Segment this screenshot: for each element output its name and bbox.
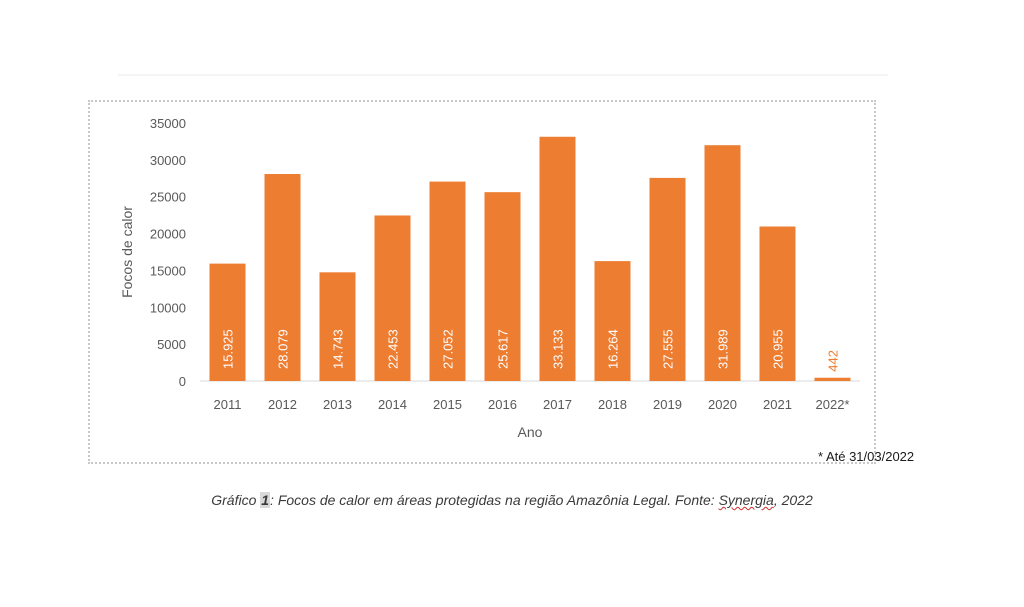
y-tick-label: 5000 [157, 337, 186, 352]
y-tick-label: 20000 [150, 227, 186, 242]
figure-caption: Gráfico 1: Focos de calor em áreas prote… [0, 492, 1024, 508]
data-label: 14.743 [331, 329, 346, 369]
caption-source: Synergia [718, 492, 774, 508]
data-label: 25.617 [496, 329, 511, 369]
y-tick-label: 30000 [150, 153, 186, 168]
x-tick-label: 2018 [598, 397, 627, 412]
bar-2017 [539, 136, 576, 381]
caption-prefix: Gráfico [211, 492, 261, 508]
bar-2019 [649, 177, 686, 381]
bar-2012 [264, 174, 301, 381]
y-tick-label: 10000 [150, 300, 186, 315]
x-tick-label: 2022* [816, 397, 850, 412]
y-tick-label: 0 [179, 374, 186, 389]
x-tick-label: 2012 [268, 397, 297, 412]
bar-2022 [814, 377, 851, 381]
x-tick-label: 2011 [214, 397, 242, 412]
data-label: 33.133 [551, 329, 566, 369]
x-tick-label: 2019 [653, 397, 682, 412]
x-tick-label: 2016 [488, 397, 517, 412]
x-tick-label: 2014 [378, 397, 407, 412]
chart-footnote: * Até 31/03/2022 [818, 449, 915, 464]
data-label: 22.453 [386, 329, 401, 369]
bar-chart: 0 5000 10000 15000 20000 25000 30000 35000 15.92… [119, 116, 860, 440]
chart-frame: 0 5000 10000 15000 20000 25000 30000 35000 15.92… [88, 100, 876, 464]
bar-2013 [319, 272, 356, 381]
bar-2011 [209, 263, 246, 381]
bar-2015 [429, 181, 466, 381]
bar-2016 [484, 192, 521, 381]
bar-2018 [594, 261, 631, 381]
x-tick-label: 2017 [543, 397, 572, 412]
data-label: 442 [826, 350, 841, 372]
caption-middle: : Focos de calor em áreas protegidas na … [270, 492, 719, 508]
x-tick-label: 2015 [433, 397, 462, 412]
data-label: 15.925 [221, 329, 236, 369]
y-tick-label: 35000 [150, 116, 186, 131]
data-label: 27.555 [661, 329, 676, 369]
y-axis-title: Focos de calor [119, 206, 135, 298]
data-label: 27.052 [441, 329, 456, 369]
data-label: 31.989 [716, 329, 731, 369]
x-tick-label: 2021 [763, 397, 792, 412]
x-tick-label: 2013 [323, 397, 352, 412]
bar-2020 [704, 145, 741, 381]
bar-2021 [759, 226, 796, 381]
y-tick-label: 25000 [150, 190, 186, 205]
y-tick-label: 15000 [150, 263, 186, 278]
caption-number: 1 [260, 492, 271, 508]
x-tick-label: 2020 [708, 397, 737, 412]
caption-suffix: , 2022 [773, 492, 813, 508]
data-label: 20.955 [771, 329, 786, 369]
bar-2014 [374, 215, 411, 381]
data-label: 28.079 [276, 329, 291, 369]
top-scan-marks [118, 74, 888, 76]
data-label: 16.264 [606, 329, 621, 369]
x-axis-title: Ano [518, 424, 543, 440]
